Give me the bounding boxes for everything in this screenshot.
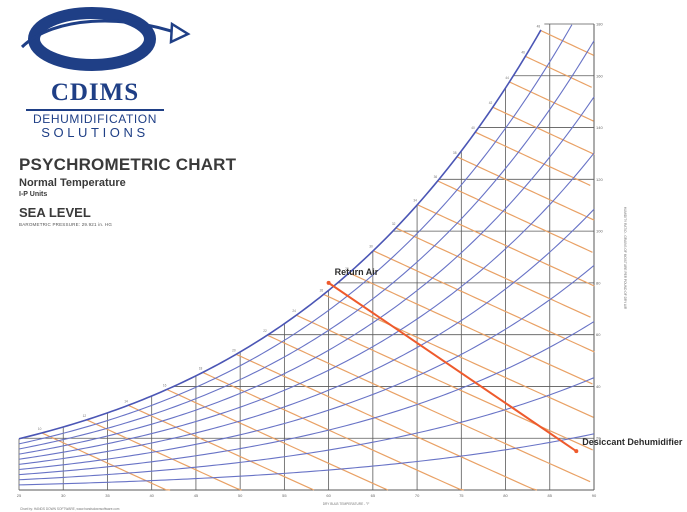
enthalpy-line (349, 273, 592, 384)
x-tick-label: 45 (194, 493, 199, 498)
enthalpy-label: 44 (505, 76, 509, 80)
relative-humidity-curves (19, 25, 594, 485)
chart-credit: Chart by: HANDS DOWN SOFTWARE, www.hands… (20, 507, 120, 511)
enthalpy-label: 14 (124, 399, 128, 403)
x-tick-label: 75 (459, 493, 464, 498)
y-tick-label: 100 (596, 229, 603, 234)
x-tick-label: 40 (149, 493, 154, 498)
enthalpy-label: 32 (392, 222, 396, 226)
enthalpy-label: 48 (537, 24, 541, 28)
enthalpy-label: 24 (292, 309, 296, 313)
x-tick-label: 70 (415, 493, 420, 498)
return-air-point (327, 281, 331, 285)
y-tick-label: 160 (596, 73, 603, 78)
enthalpy-label: 46 (521, 50, 525, 54)
enthalpy-label: 38 (453, 151, 457, 155)
x-tick-label: 90 (592, 493, 597, 498)
enthalpy-line (167, 389, 388, 490)
enthalpy-label: 36 (434, 175, 438, 179)
enthalpy-label: 30 (369, 245, 373, 249)
enthalpy-label: 34 (413, 199, 417, 203)
x-tick-label: 55 (282, 493, 287, 498)
enthalpy-label: 40 (471, 126, 475, 130)
x-axis-label: DRY BULB TEMPERATURE - °F (323, 502, 370, 506)
y-axis-label: HUMIDITY RATIO - GRAINS OF MOISTURE PER … (623, 207, 627, 310)
enthalpy-lines (42, 30, 595, 490)
return-air-label: Return Air (335, 267, 379, 277)
y-tick-label: 60 (596, 332, 601, 337)
enthalpy-label: 10 (38, 427, 42, 431)
x-tick-label: 30 (61, 493, 66, 498)
enthalpy-label: 18 (199, 366, 203, 370)
dehumidifier-point (574, 449, 578, 453)
enthalpy-label: 22 (263, 329, 267, 333)
y-tick-label: 40 (596, 384, 601, 389)
x-tick-label: 85 (548, 493, 553, 498)
enthalpy-line (296, 315, 592, 450)
rh-curve (19, 41, 594, 449)
x-tick-label: 50 (238, 493, 243, 498)
rh-curve (19, 97, 594, 454)
saturation-curve (19, 30, 541, 439)
saturation-curve-line (19, 30, 541, 439)
y-tick-label: 140 (596, 125, 603, 130)
x-tick-label: 25 (17, 493, 22, 498)
y-tick-label: 120 (596, 177, 603, 182)
enthalpy-label: 42 (489, 101, 493, 105)
y-tick-label: 80 (596, 280, 601, 285)
enthalpy-line (457, 157, 594, 220)
y-tick-label: 180 (596, 22, 603, 27)
x-tick-label: 35 (105, 493, 110, 498)
x-tick-label: 60 (326, 493, 331, 498)
enthalpy-label: 12 (83, 414, 87, 418)
enthalpy-label: 26 (320, 288, 324, 292)
rh-curve (19, 265, 594, 469)
enthalpy-line (541, 30, 594, 55)
x-tick-label: 80 (503, 493, 508, 498)
desiccant-dehumidifier-label: Desiccant Dehumidifier (582, 437, 683, 447)
enthalpy-label: 20 (232, 348, 236, 352)
x-tick-label: 65 (371, 493, 376, 498)
rh-curve (19, 209, 594, 464)
enthalpy-label: 16 (163, 383, 167, 387)
enthalpy-line (438, 181, 593, 252)
process-line-segment (329, 283, 577, 451)
chart-labels: 25 30 35 40 45 50 55 60 65 70 75 80 85 90 20 40 60 80 100 1… (17, 22, 683, 512)
